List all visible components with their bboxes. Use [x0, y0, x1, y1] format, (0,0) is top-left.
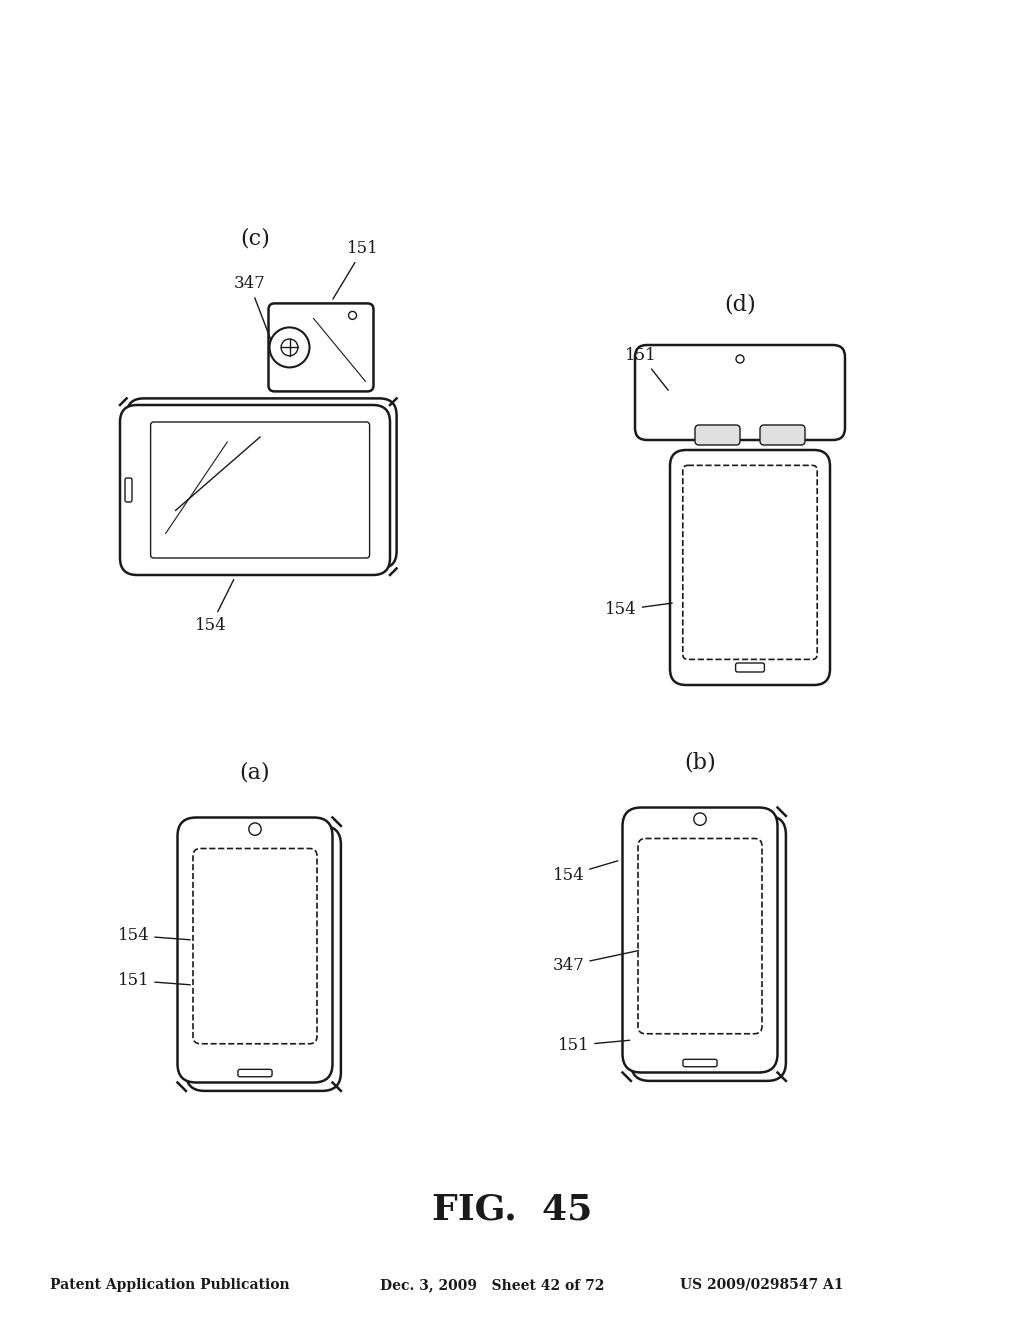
FancyBboxPatch shape — [623, 808, 777, 1072]
FancyBboxPatch shape — [631, 816, 785, 1081]
FancyBboxPatch shape — [643, 869, 764, 986]
Text: 151: 151 — [557, 1038, 630, 1053]
FancyBboxPatch shape — [127, 399, 396, 569]
FancyBboxPatch shape — [151, 422, 370, 558]
Text: 151: 151 — [333, 240, 379, 300]
FancyBboxPatch shape — [695, 425, 740, 445]
FancyBboxPatch shape — [186, 826, 341, 1090]
FancyBboxPatch shape — [268, 304, 374, 392]
Text: 154: 154 — [118, 927, 190, 944]
Text: 151: 151 — [118, 972, 190, 989]
Text: FIG.  45: FIG. 45 — [432, 1193, 592, 1228]
Text: 347: 347 — [553, 950, 639, 974]
FancyBboxPatch shape — [238, 1069, 272, 1077]
FancyBboxPatch shape — [735, 663, 764, 672]
Circle shape — [269, 327, 309, 367]
Text: 154: 154 — [553, 861, 617, 884]
FancyBboxPatch shape — [635, 345, 845, 440]
FancyBboxPatch shape — [120, 405, 390, 576]
Text: Dec. 3, 2009   Sheet 42 of 72: Dec. 3, 2009 Sheet 42 of 72 — [380, 1278, 604, 1292]
Text: 154: 154 — [605, 602, 672, 619]
FancyBboxPatch shape — [177, 817, 333, 1082]
Text: (d): (d) — [724, 294, 756, 315]
FancyBboxPatch shape — [683, 1060, 717, 1067]
Circle shape — [282, 339, 298, 356]
Text: (b): (b) — [684, 751, 716, 774]
Text: 347: 347 — [233, 276, 272, 345]
FancyBboxPatch shape — [760, 425, 805, 445]
FancyBboxPatch shape — [125, 478, 132, 502]
Text: US 2009/0298547 A1: US 2009/0298547 A1 — [680, 1278, 844, 1292]
Circle shape — [694, 813, 707, 825]
Text: (a): (a) — [240, 762, 270, 784]
Text: 151: 151 — [625, 347, 669, 391]
Circle shape — [348, 312, 356, 319]
Text: Patent Application Publication: Patent Application Publication — [50, 1278, 290, 1292]
FancyBboxPatch shape — [670, 450, 830, 685]
Circle shape — [249, 822, 261, 836]
Text: 154: 154 — [195, 579, 233, 634]
Circle shape — [736, 355, 744, 363]
Text: (c): (c) — [240, 227, 270, 249]
